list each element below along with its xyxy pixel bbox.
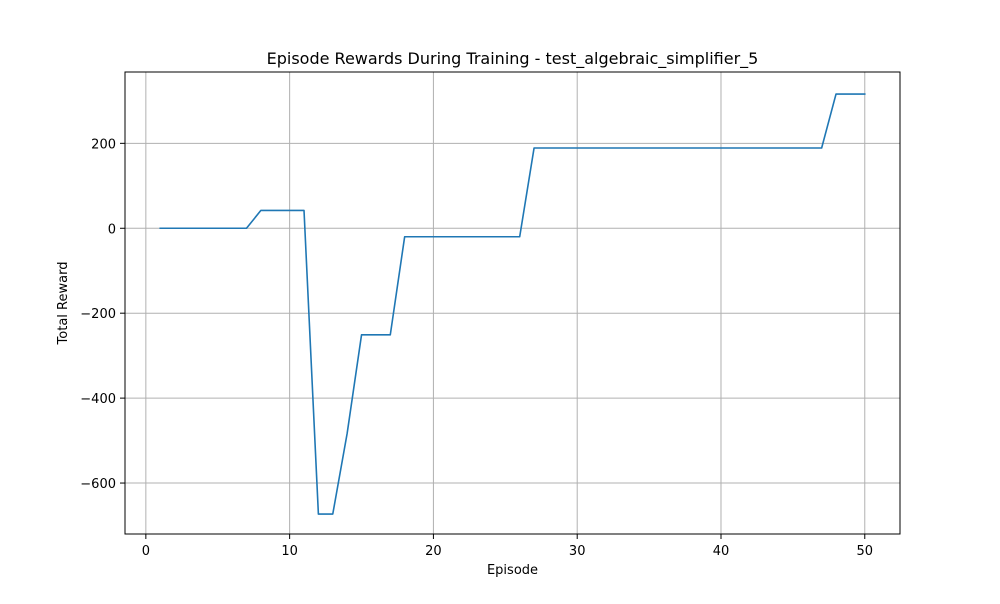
x-tick-label: 10 — [281, 544, 298, 559]
x-tick-label: 30 — [569, 544, 586, 559]
y-tick-label: 200 — [91, 137, 116, 152]
x-tick-label: 0 — [142, 544, 150, 559]
y-tick-label: 0 — [108, 222, 116, 237]
y-tick-label: −200 — [80, 307, 116, 322]
series-line — [159, 93, 866, 515]
x-axis-label: Episode — [487, 563, 538, 578]
y-tick-label: −400 — [80, 392, 116, 407]
y-axis-label: Total Reward — [56, 262, 71, 346]
series-layer — [159, 93, 866, 515]
x-tick-label: 50 — [856, 544, 873, 559]
chart-title: Episode Rewards During Training - test_a… — [267, 49, 759, 69]
grid — [125, 72, 900, 534]
y-tick-label: −600 — [80, 477, 116, 492]
axes-frame — [124, 71, 901, 535]
x-tick-label: 40 — [713, 544, 730, 559]
x-tick-label: 20 — [425, 544, 442, 559]
ticks: 0 10 20 30 40 50 −600 −400 −200 0 200 — [80, 137, 873, 559]
